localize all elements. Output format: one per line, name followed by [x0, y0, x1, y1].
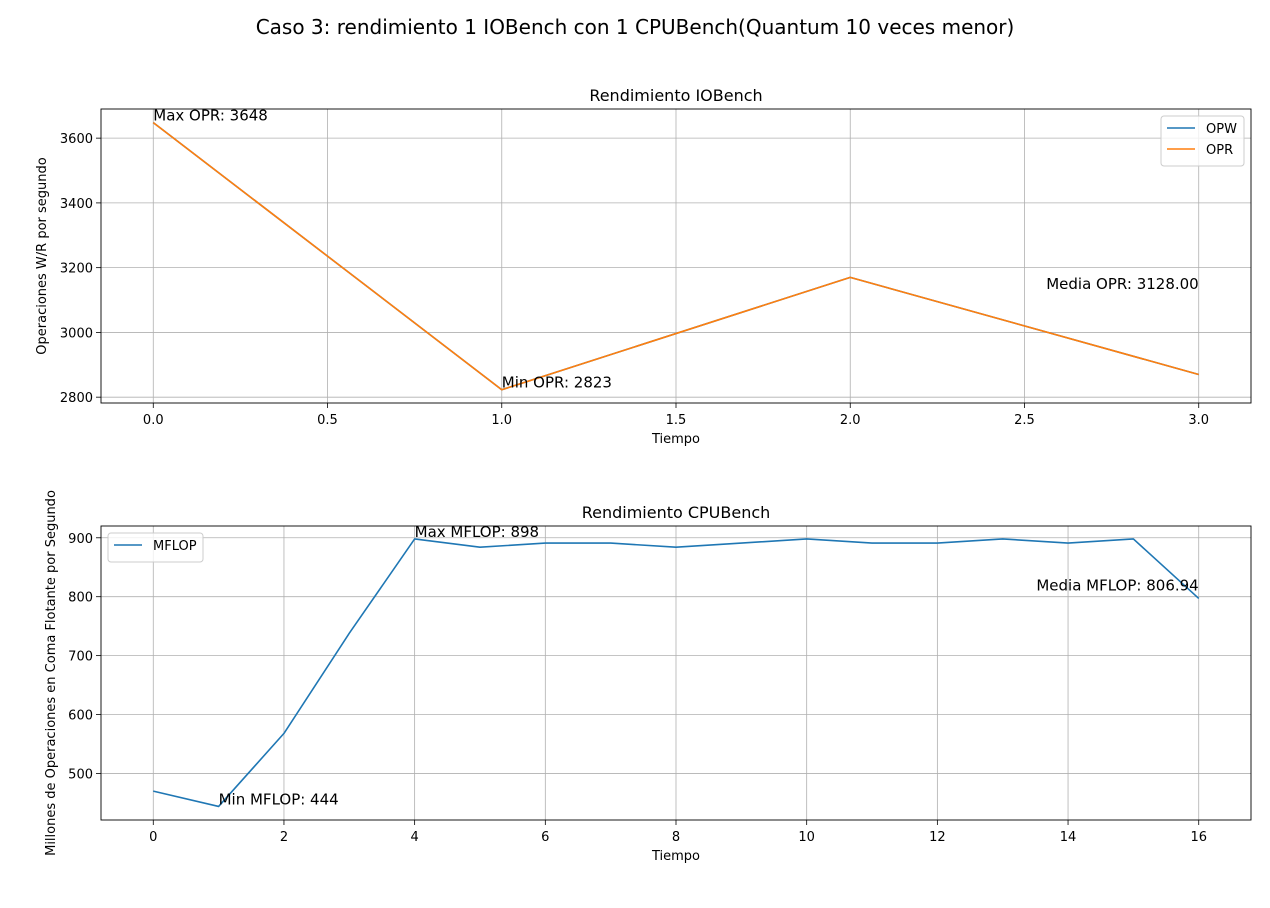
cpubench-xtick-label-5: 10: [798, 830, 815, 845]
iobench-axes-frame: [100, 108, 1252, 404]
cpubench-xtick-label-8: 16: [1190, 830, 1207, 845]
iobench-xtick-label-0: 0.0: [143, 413, 164, 428]
iobench-ytick-label-0: 2800: [60, 391, 93, 406]
iobench-ylabel: Operaciones W/R por segundo: [35, 157, 50, 354]
iobench-annotation-0: Max OPR: 3648: [153, 107, 268, 125]
cpubench-annotation-1: Min MFLOP: 444: [219, 790, 339, 808]
cpubench-xtick-label-6: 12: [929, 830, 946, 845]
cpubench-ytick-label-0: 500: [68, 767, 93, 782]
iobench-annotation-1: Min OPR: 2823: [502, 374, 612, 392]
iobench-xtick-label-3: 1.5: [666, 413, 687, 428]
iobench-ytick-label-2: 3200: [60, 262, 93, 277]
cpubench-title: Rendimiento CPUBench: [582, 503, 771, 522]
cpubench-legend-label-mflop: MFLOP: [153, 539, 197, 554]
iobench-xtick-label-6: 3.0: [1188, 413, 1209, 428]
cpubench-xtick-label-2: 4: [410, 830, 418, 845]
iobench-xtick-label-2: 1.0: [491, 413, 512, 428]
iobench-xtick-label-4: 2.0: [840, 413, 861, 428]
cpubench-ylabel: Millones de Operaciones en Coma Flotante…: [44, 490, 59, 856]
iobench-xtick-label-1: 0.5: [317, 413, 338, 428]
iobench-title: Rendimiento IOBench: [589, 86, 762, 105]
cpubench-plot: 0 2 4 6 8 10 12 14 16 500 600 700 800 900 Max MFLOP: 8…: [44, 490, 1252, 864]
iobench-ytick-label-4: 3600: [60, 132, 93, 147]
cpubench-axes-frame: [100, 525, 1252, 821]
cpubench-series-line-mflop: [153, 538, 1200, 808]
cpubench-xtick-label-7: 14: [1060, 830, 1077, 845]
iobench-legend-label-opr: OPR: [1206, 143, 1233, 158]
cpubench-legend: [107, 532, 204, 563]
iobench-ytick-label-1: 3000: [60, 326, 93, 341]
cpubench-ytick-label-4: 900: [68, 532, 93, 547]
iobench-annotation-2: Media OPR: 3128.00: [1046, 275, 1198, 293]
cpubench-ytick-label-1: 600: [68, 709, 93, 724]
cpubench-xtick-label-1: 2: [280, 830, 288, 845]
cpubench-xtick-label-3: 6: [541, 830, 549, 845]
iobench-ytick-label-3: 3400: [60, 197, 93, 212]
iobench-series-line-opr: [152, 121, 1199, 391]
cpubench-xlabel: Tiempo: [651, 849, 700, 864]
cpubench-xtick-label-4: 8: [672, 830, 680, 845]
iobench-xtick-label-5: 2.5: [1014, 413, 1035, 428]
cpubench-xtick-label-0: 0: [149, 830, 157, 845]
iobench-xlabel: Tiempo: [651, 432, 700, 447]
cpubench-ytick-label-3: 800: [68, 591, 93, 606]
cpubench-annotation-2: Media MFLOP: 806.94: [1036, 577, 1198, 595]
figure-suptitle: Caso 3: rendimiento 1 IOBench con 1 CPUB…: [256, 15, 1015, 39]
iobench-legend-label-opw: OPW: [1206, 122, 1237, 137]
cpubench-annotation-0: Max MFLOP: 898: [415, 523, 539, 541]
iobench-plot: 0.0 0.5 1.0 1.5 2.0 2.5 3.0 2800 3000 3200 3400 360…: [35, 86, 1252, 447]
cpubench-ytick-label-2: 700: [68, 650, 93, 665]
